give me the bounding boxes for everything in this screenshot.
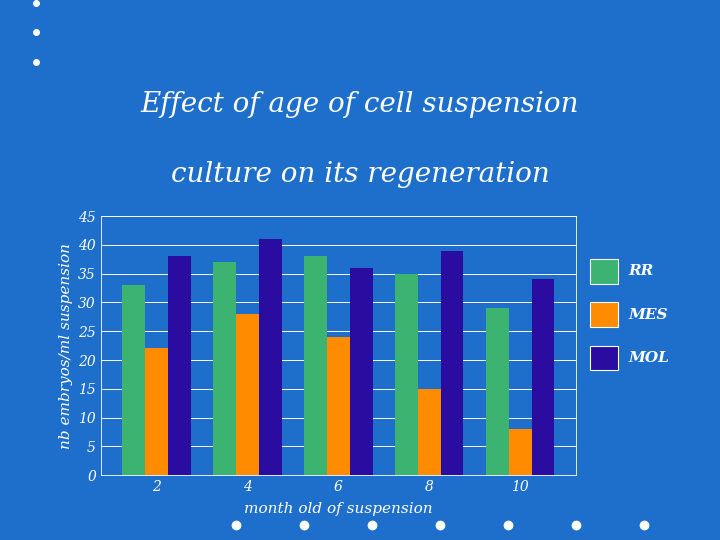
Bar — [236, 314, 258, 475]
Bar — [145, 348, 168, 475]
FancyBboxPatch shape — [590, 346, 618, 370]
Bar — [418, 389, 441, 475]
Bar — [213, 262, 236, 475]
Text: MES: MES — [629, 308, 668, 321]
Bar — [486, 308, 509, 475]
Bar — [350, 268, 372, 475]
Text: culture on its regeneration: culture on its regeneration — [171, 161, 549, 188]
Y-axis label: nb embryos/ml suspension: nb embryos/ml suspension — [58, 242, 73, 449]
Bar — [531, 279, 554, 475]
Text: MOL: MOL — [629, 351, 670, 364]
FancyBboxPatch shape — [590, 259, 618, 284]
FancyBboxPatch shape — [590, 302, 618, 327]
Bar — [258, 239, 282, 475]
Text: Effect of age of cell suspension: Effect of age of cell suspension — [140, 91, 580, 118]
Bar — [305, 256, 327, 475]
Bar — [168, 256, 191, 475]
Bar — [327, 337, 350, 475]
Text: RR: RR — [629, 265, 654, 278]
Bar — [509, 429, 531, 475]
X-axis label: month old of suspension: month old of suspension — [244, 502, 433, 516]
Bar — [122, 285, 145, 475]
Bar — [395, 274, 418, 475]
Bar — [441, 251, 464, 475]
